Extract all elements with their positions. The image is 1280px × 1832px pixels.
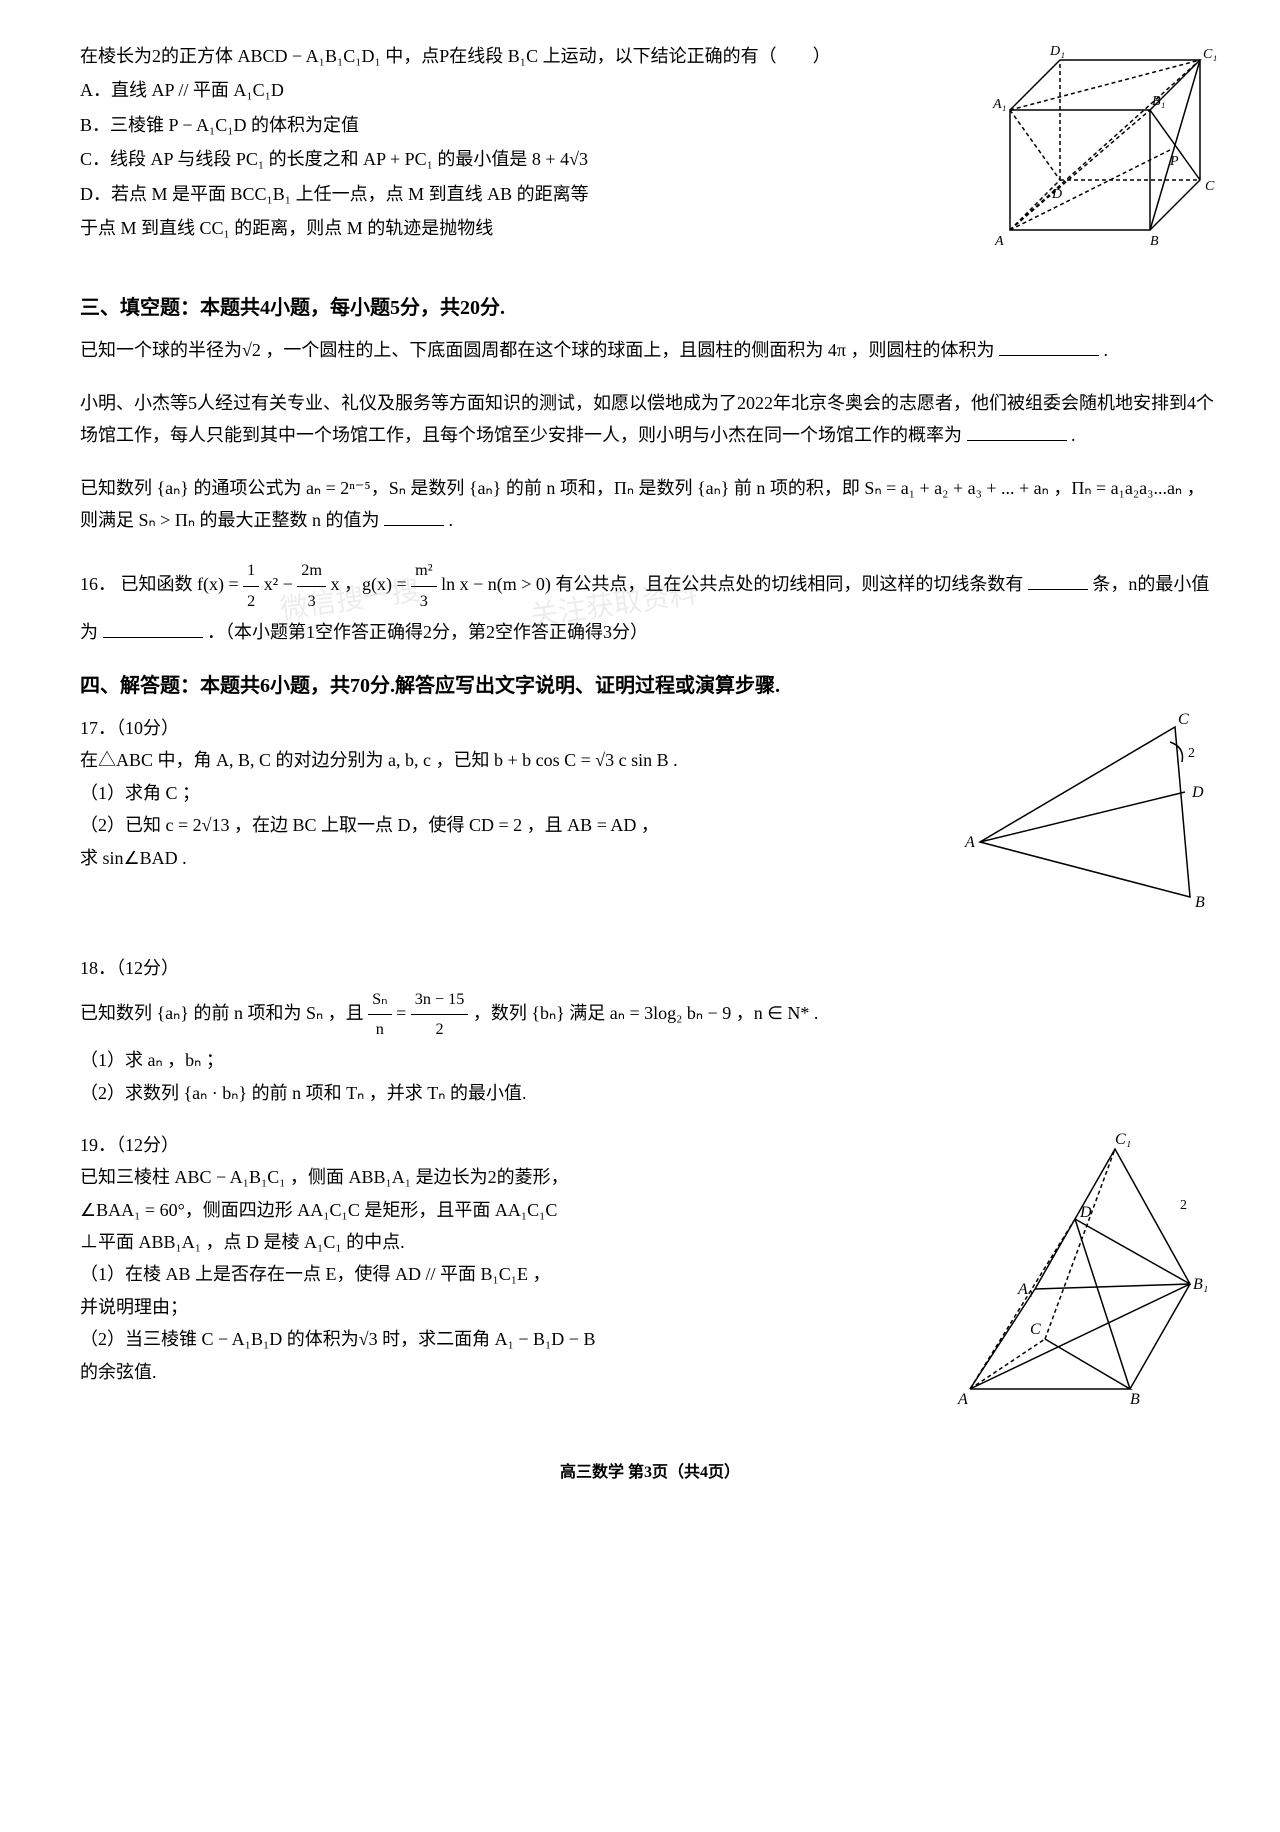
svg-text:B₁: B₁ — [1193, 1276, 1208, 1293]
svg-text:2: 2 — [1180, 1198, 1187, 1213]
svg-text:C: C — [1205, 179, 1215, 194]
section-4-title: 四、解答题：本题共6小题，共70分.解答应写出文字说明、证明过程或演算步骤. — [80, 668, 1220, 704]
q16-num: 16． — [80, 574, 116, 594]
q14-after: . — [1071, 425, 1076, 445]
q16-after: ．（本小题第1空作答正确得2分，第2空作答正确得3分） — [207, 622, 648, 642]
q15-after: . — [449, 510, 454, 530]
q16-t2: x² − — [264, 574, 298, 594]
svg-text:D₁: D₁ — [1049, 44, 1065, 59]
blank-14[interactable] — [967, 422, 1067, 441]
question-15: 已知数列 {aₙ} 的通项公式为 aₙ = 2ⁿ⁻⁵，Sₙ 是数列 {aₙ} 的… — [80, 472, 1220, 537]
question-14: 小明、小杰等5人经过有关专业、礼仪及服务等方面知识的测试，如愿以偿地成为了202… — [80, 387, 1220, 452]
blank-15[interactable] — [384, 507, 444, 526]
page-footer: 高三数学 第3页（共4页） — [80, 1459, 1220, 1488]
svg-text:P: P — [1169, 154, 1179, 169]
svg-text:D: D — [1079, 1204, 1092, 1221]
svg-text:B: B — [1150, 234, 1159, 249]
q18-header: 18．（12分） — [80, 952, 1220, 984]
q16-t4: ln x − n(m > 0) 有公共点，且在公共点处的切线相同，则这样的切线条… — [441, 574, 1023, 594]
blank-13[interactable] — [999, 337, 1099, 356]
svg-text:A: A — [957, 1391, 968, 1408]
svg-text:A: A — [994, 234, 1004, 249]
blank-16b[interactable] — [103, 619, 203, 638]
question-17: 2 A B C D 17．（10分） 在△ABC 中，角 A, B, C 的对边… — [80, 712, 1220, 932]
q18-p1: （1）求 aₙ ，bₙ ； — [80, 1044, 1220, 1076]
svg-text:A₁: A₁ — [1017, 1281, 1033, 1298]
svg-text:A₁: A₁ — [992, 97, 1006, 112]
q18-stem: 已知数列 {aₙ} 的前 n 项和为 Sₙ ，且 Sₙn = 3n − 152 … — [80, 985, 1220, 1044]
question-12: A B C D A₁ B₁ C₁ D₁ P 在棱长为2的正方体 ABCD − A… — [80, 40, 1220, 270]
q13-text: 已知一个球的半径为√2 ，一个圆柱的上、下底面圆周都在这个球的球面上，且圆柱的侧… — [80, 340, 994, 360]
svg-text:2: 2 — [1188, 746, 1195, 761]
svg-text:D: D — [1191, 784, 1204, 801]
question-16: 微信搜一搜 关注获取资料 16． 已知函数 f(x) = 12 x² − 2m3… — [80, 556, 1220, 648]
q18-p2: （2）求数列 {aₙ · bₙ} 的前 n 项和 Tₙ ，并求 Tₙ 的最小值. — [80, 1077, 1220, 1109]
question-19: 2 A B C A₁ B₁ C₁ D 19．（12分） 已知三棱柱 ABC − … — [80, 1129, 1220, 1429]
blank-16a[interactable] — [1028, 571, 1088, 590]
section-3-title: 三、填空题：本题共4小题，每小题5分，共20分. — [80, 290, 1220, 326]
svg-text:C: C — [1178, 712, 1189, 728]
figure-prism: 2 A B C A₁ B₁ C₁ D — [930, 1129, 1220, 1419]
q16-t1: 已知函数 f(x) = — [121, 574, 244, 594]
q16-t3: x ，g(x) = — [330, 574, 411, 594]
svg-text:A: A — [964, 834, 975, 851]
question-13: 已知一个球的半径为√2 ，一个圆柱的上、下底面圆周都在这个球的球面上，且圆柱的侧… — [80, 334, 1220, 366]
q15-text: 已知数列 {aₙ} 的通项公式为 aₙ = 2ⁿ⁻⁵，Sₙ 是数列 {aₙ} 的… — [80, 478, 1205, 530]
svg-text:B: B — [1195, 894, 1205, 911]
svg-text:B₁: B₁ — [1152, 94, 1165, 109]
svg-text:B: B — [1130, 1391, 1140, 1408]
figure-triangle: 2 A B C D — [960, 712, 1220, 922]
figure-cube: A B C D A₁ B₁ C₁ D₁ P — [990, 40, 1220, 260]
svg-text:C: C — [1030, 1321, 1041, 1338]
q13-after: . — [1103, 340, 1108, 360]
svg-text:C₁: C₁ — [1115, 1131, 1131, 1148]
svg-text:D: D — [1051, 187, 1062, 202]
question-18: 18．（12分） 已知数列 {aₙ} 的前 n 项和为 Sₙ ，且 Sₙn = … — [80, 952, 1220, 1108]
svg-text:C₁: C₁ — [1203, 47, 1217, 62]
